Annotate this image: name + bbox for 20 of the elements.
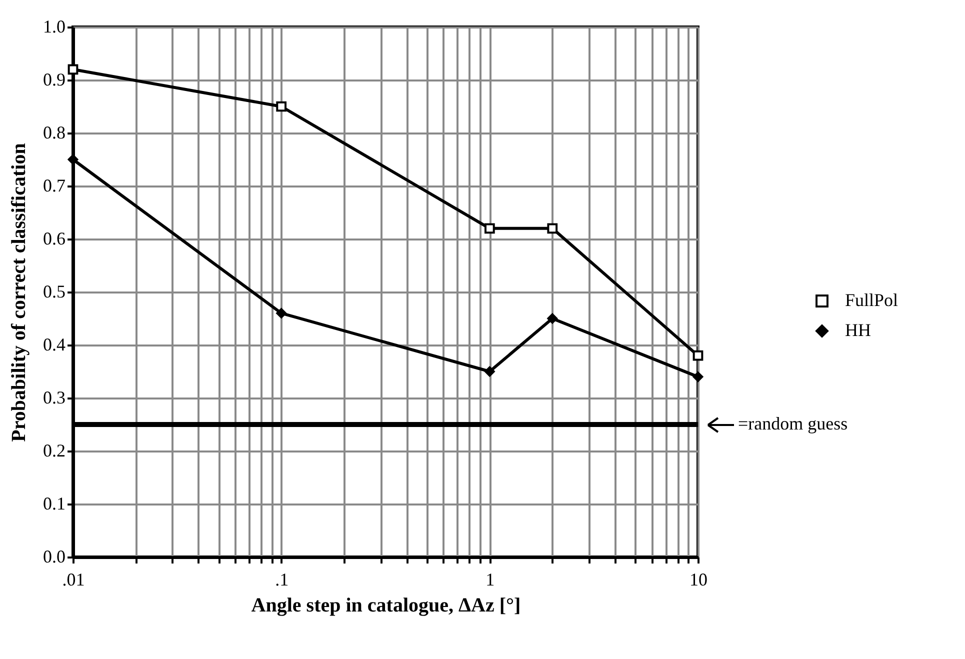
x-axis-title: Angle step in catalogue, ΔAz [°] bbox=[251, 594, 521, 616]
legend-label: HH bbox=[845, 320, 871, 340]
x-tick-label: 10 bbox=[690, 570, 708, 590]
x-tick-label: .1 bbox=[275, 570, 289, 590]
y-tick-label: 0.3 bbox=[43, 388, 66, 408]
legend-label: FullPol bbox=[845, 290, 898, 310]
y-axis-title: Probability of correct classification bbox=[8, 143, 30, 442]
y-tick-label: 0.8 bbox=[43, 122, 66, 142]
y-tick-label: 1.0 bbox=[43, 16, 66, 36]
y-tick-label: 0.7 bbox=[43, 176, 66, 196]
x-tick-label: .01 bbox=[62, 570, 85, 590]
y-tick-label: 0.1 bbox=[43, 494, 66, 514]
y-tick-label: 0.4 bbox=[43, 334, 66, 354]
y-tick-label: 0.9 bbox=[43, 70, 66, 90]
y-tick-label: 0.2 bbox=[43, 440, 66, 460]
ref-line-label: =random guess bbox=[738, 414, 848, 434]
x-tick-label: 1 bbox=[486, 570, 495, 590]
y-tick-label: 0.5 bbox=[43, 282, 66, 302]
y-tick-label: 0.0 bbox=[43, 546, 66, 566]
y-tick-label: 0.6 bbox=[43, 228, 66, 248]
